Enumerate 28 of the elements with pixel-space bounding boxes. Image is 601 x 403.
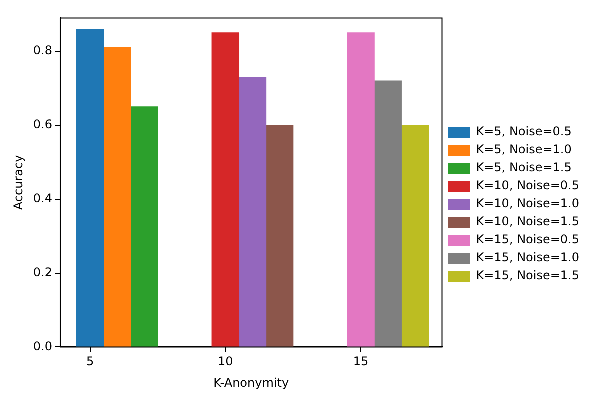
legend-label: K=5, Noise=1.5 <box>476 160 572 175</box>
bar <box>212 32 240 348</box>
x-axis-title: K-Anonymity <box>214 376 290 390</box>
bar <box>401 125 430 348</box>
x-tick-label: 10 <box>218 354 234 369</box>
legend-label: K=10, Noise=0.5 <box>476 178 580 193</box>
x-tick-label: 15 <box>353 354 369 369</box>
bar <box>238 77 267 348</box>
y-tick-label: 0.0 <box>33 339 52 354</box>
legend-label: K=5, Noise=1.0 <box>476 142 572 157</box>
bar <box>103 47 132 348</box>
y-axis-title: Accuracy <box>11 155 26 210</box>
bar <box>266 125 294 348</box>
bar <box>374 80 402 348</box>
legend-label: K=15, Noise=1.5 <box>476 268 580 283</box>
y-tick-label: 0.6 <box>33 118 52 132</box>
bar <box>130 106 158 348</box>
y-tick-label: 0.2 <box>33 265 52 280</box>
legend-label: K=10, Noise=1.5 <box>476 214 580 229</box>
bar <box>76 28 104 348</box>
legend-label: K=5, Noise=0.5 <box>476 124 572 139</box>
y-tick-label: 0.8 <box>33 44 52 58</box>
x-tick-label: 5 <box>86 354 94 369</box>
legend-label: K=10, Noise=1.0 <box>476 196 580 211</box>
legend-label: K=15, Noise=0.5 <box>476 232 580 247</box>
bar <box>347 32 375 348</box>
y-tick-label: 0.4 <box>33 191 52 206</box>
legend-label: K=15, Noise=1.0 <box>476 250 580 265</box>
